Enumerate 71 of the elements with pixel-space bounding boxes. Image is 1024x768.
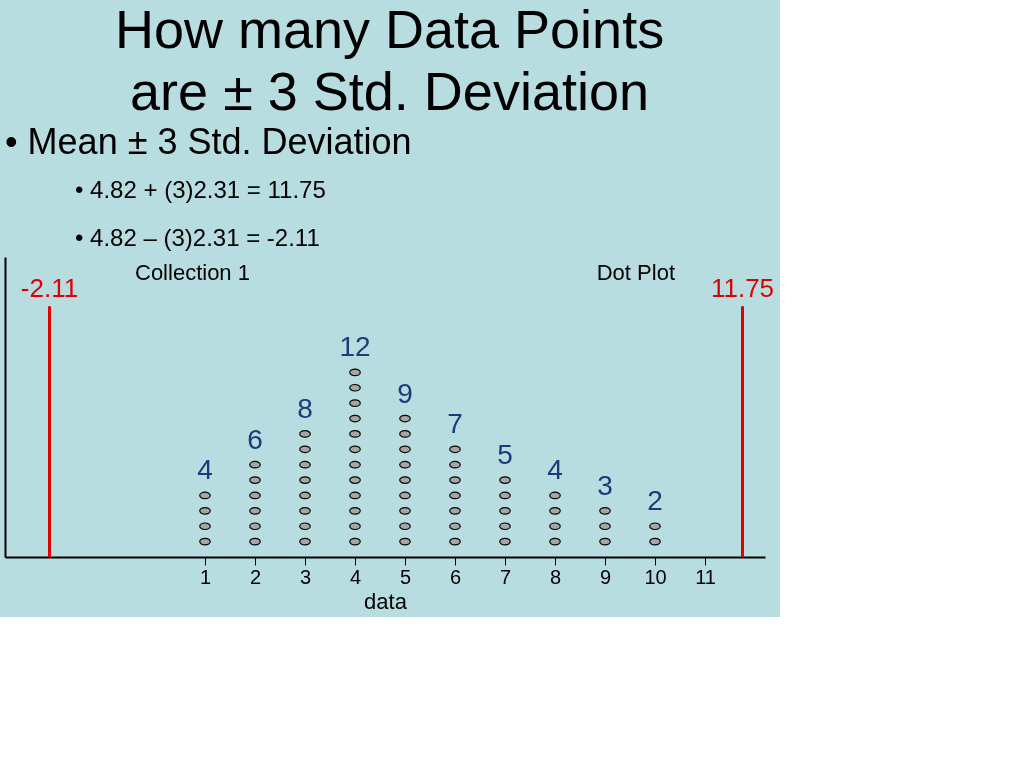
point [449,537,461,546]
point [299,522,311,531]
data-label: 4 [547,454,563,486]
text: • Mean ± 3 Std. Deviation [5,121,412,162]
x-tick-label: 9 [599,565,612,588]
data-label: 3 [597,469,613,501]
point [399,414,411,423]
data-label: 6 [247,423,263,455]
point [399,460,411,469]
point [349,445,361,454]
point [299,491,311,500]
point [249,491,261,500]
x-tick-label: 2 [249,565,262,588]
chart-title: How many Data Points are ± 3 Std. Deviation [114,0,665,121]
point [449,522,461,531]
point [249,460,261,469]
point [649,522,661,531]
x-tick-label: 11 [695,565,716,588]
point [399,522,411,531]
point [199,522,211,531]
point [349,537,361,546]
data-label: 7 [447,408,463,440]
point [499,522,511,531]
point [599,522,611,531]
x-tick-label: 8 [549,565,562,588]
x-tick-label: 5 [399,565,412,588]
point [549,537,561,546]
data-label: 9 [397,377,413,409]
point [549,491,561,500]
point [549,522,561,531]
x-tick-label: 3 [299,565,312,588]
text: • 4.82 – (3)2.31 = -2.11 [75,224,320,251]
point [399,445,411,454]
point [599,537,611,546]
point [249,537,261,546]
point [299,537,311,546]
point [349,522,361,531]
data-label: 5 [497,439,513,471]
x-tick-label: 6 [449,565,462,588]
x-tick-label: 7 [499,565,512,588]
point [499,491,511,500]
point [399,537,411,546]
ref-line-label: 11.75 [710,273,775,304]
point [199,491,211,500]
point [199,537,211,546]
x-tick-label: 1 [199,565,212,588]
point [349,460,361,469]
point [349,368,361,377]
point [649,537,661,546]
point [299,445,311,454]
data-label: 12 [339,331,371,363]
x-tick-label: 4 [349,565,362,588]
text: Collection 1 [135,260,250,285]
x-axis-title: data [364,588,408,614]
point [399,491,411,500]
point [349,414,361,423]
point [349,383,361,392]
text: Dot Plot [596,260,675,285]
point [249,522,261,531]
point [299,460,311,469]
x-tick-label: 10 [644,565,667,588]
point [499,537,511,546]
point [449,445,461,454]
point [349,491,361,500]
data-label: 4 [197,454,213,486]
ref-line-label: -2.11 [20,273,79,304]
point [449,460,461,469]
point [449,491,461,500]
data-label: 2 [647,485,663,517]
text: • 4.82 + (3)2.31 = 11.75 [75,176,326,203]
data-label: 8 [297,392,313,424]
